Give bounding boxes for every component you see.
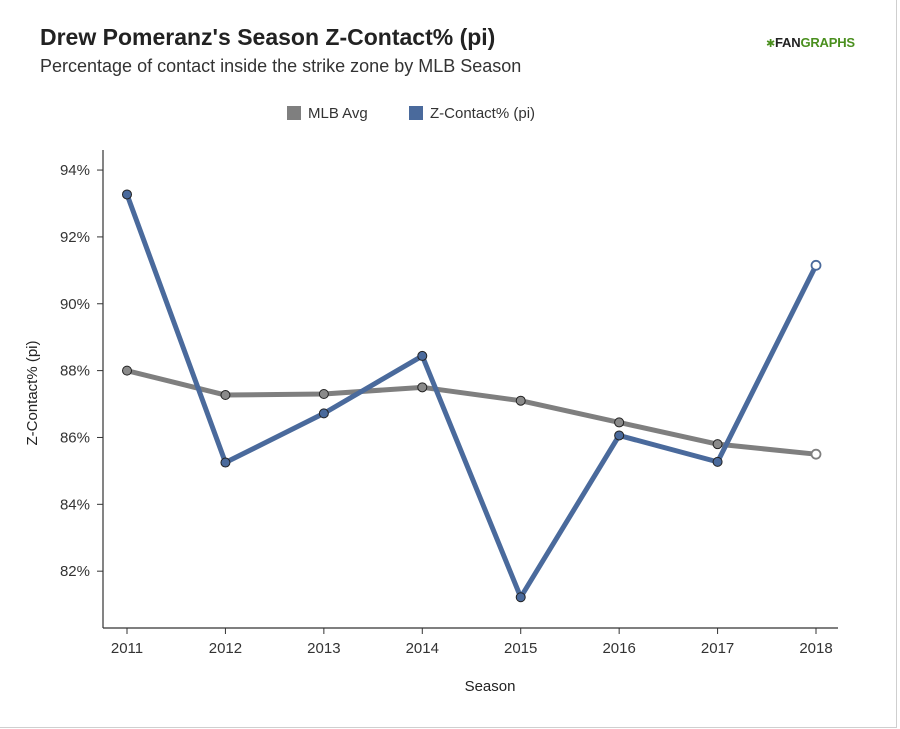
- point-mlb-avg-2014[interactable]: [417, 382, 428, 393]
- point-mlb-avg-2011[interactable]: [122, 365, 132, 376]
- fangraphs-logo-part2: GRAPHS: [800, 35, 855, 50]
- point-z-contact-2012[interactable]: [220, 457, 231, 468]
- y-tick-label: 90%: [60, 296, 90, 313]
- x-tick-label: 2015: [504, 640, 537, 657]
- point-z-contact-2014[interactable]: [417, 350, 428, 361]
- x-axis-ticks: 2011 2012 2013 2014 2015 2016 2017 2018: [111, 628, 833, 657]
- y-tick-label: 82%: [60, 563, 90, 580]
- x-tick-label: 2013: [307, 640, 340, 657]
- x-tick-label: 2018: [799, 640, 832, 657]
- point-mlb-avg-2012[interactable]: [220, 390, 231, 401]
- fangraphs-logo-part1: FAN: [775, 35, 801, 50]
- y-axis-ticks: 82% 84% 86% 88% 90% 92% 94%: [60, 162, 103, 580]
- point-z-contact-2017[interactable]: [712, 456, 723, 467]
- x-tick-label: 2011: [111, 640, 143, 657]
- x-tick-label: 2014: [406, 640, 439, 657]
- x-tick-label: 2016: [602, 640, 635, 657]
- x-tick-label: 2012: [209, 640, 242, 657]
- series-line-mlb-avg: [124, 368, 819, 457]
- y-tick-label: 84%: [60, 496, 90, 513]
- point-mlb-avg-2017[interactable]: [712, 439, 723, 450]
- chart-title: Drew Pomeranz's Season Z-Contact% (pi): [40, 24, 496, 50]
- point-z-contact-2011[interactable]: [122, 189, 132, 200]
- series-line-z-contact: [124, 191, 819, 600]
- series-layer: [122, 189, 822, 603]
- legend-label-mlb-avg: MLB Avg: [308, 105, 368, 122]
- point-z-contact-2013[interactable]: [318, 408, 329, 419]
- y-axis-label: Z-Contact% (pi): [24, 340, 41, 445]
- fangraphs-logo[interactable]: ✱FANGRAPHS: [766, 35, 855, 50]
- y-tick-label: 92%: [60, 229, 90, 246]
- point-mlb-avg-2013[interactable]: [318, 389, 329, 400]
- chart-subtitle: Percentage of contact inside the strike …: [40, 56, 522, 76]
- point-z-contact-2018[interactable]: [810, 259, 822, 271]
- point-mlb-avg-2018[interactable]: [810, 448, 822, 460]
- legend: MLB Avg Z-Contact% (pi): [287, 105, 535, 122]
- point-z-contact-2016[interactable]: [614, 430, 625, 441]
- legend-label-z-contact: Z-Contact% (pi): [430, 105, 535, 122]
- fangraphs-logo-icon: ✱: [766, 38, 776, 50]
- legend-swatch-z-contact: [409, 106, 423, 120]
- y-tick-label: 88%: [60, 363, 90, 380]
- x-tick-label: 2017: [701, 640, 734, 657]
- x-axis-label: Season: [465, 678, 516, 695]
- y-tick-label: 94%: [60, 162, 90, 179]
- point-mlb-avg-2016[interactable]: [614, 417, 625, 428]
- legend-swatch-mlb-avg: [287, 106, 301, 120]
- point-z-contact-2015[interactable]: [515, 592, 526, 603]
- y-tick-label: 86%: [60, 429, 90, 446]
- point-mlb-avg-2015[interactable]: [515, 395, 526, 406]
